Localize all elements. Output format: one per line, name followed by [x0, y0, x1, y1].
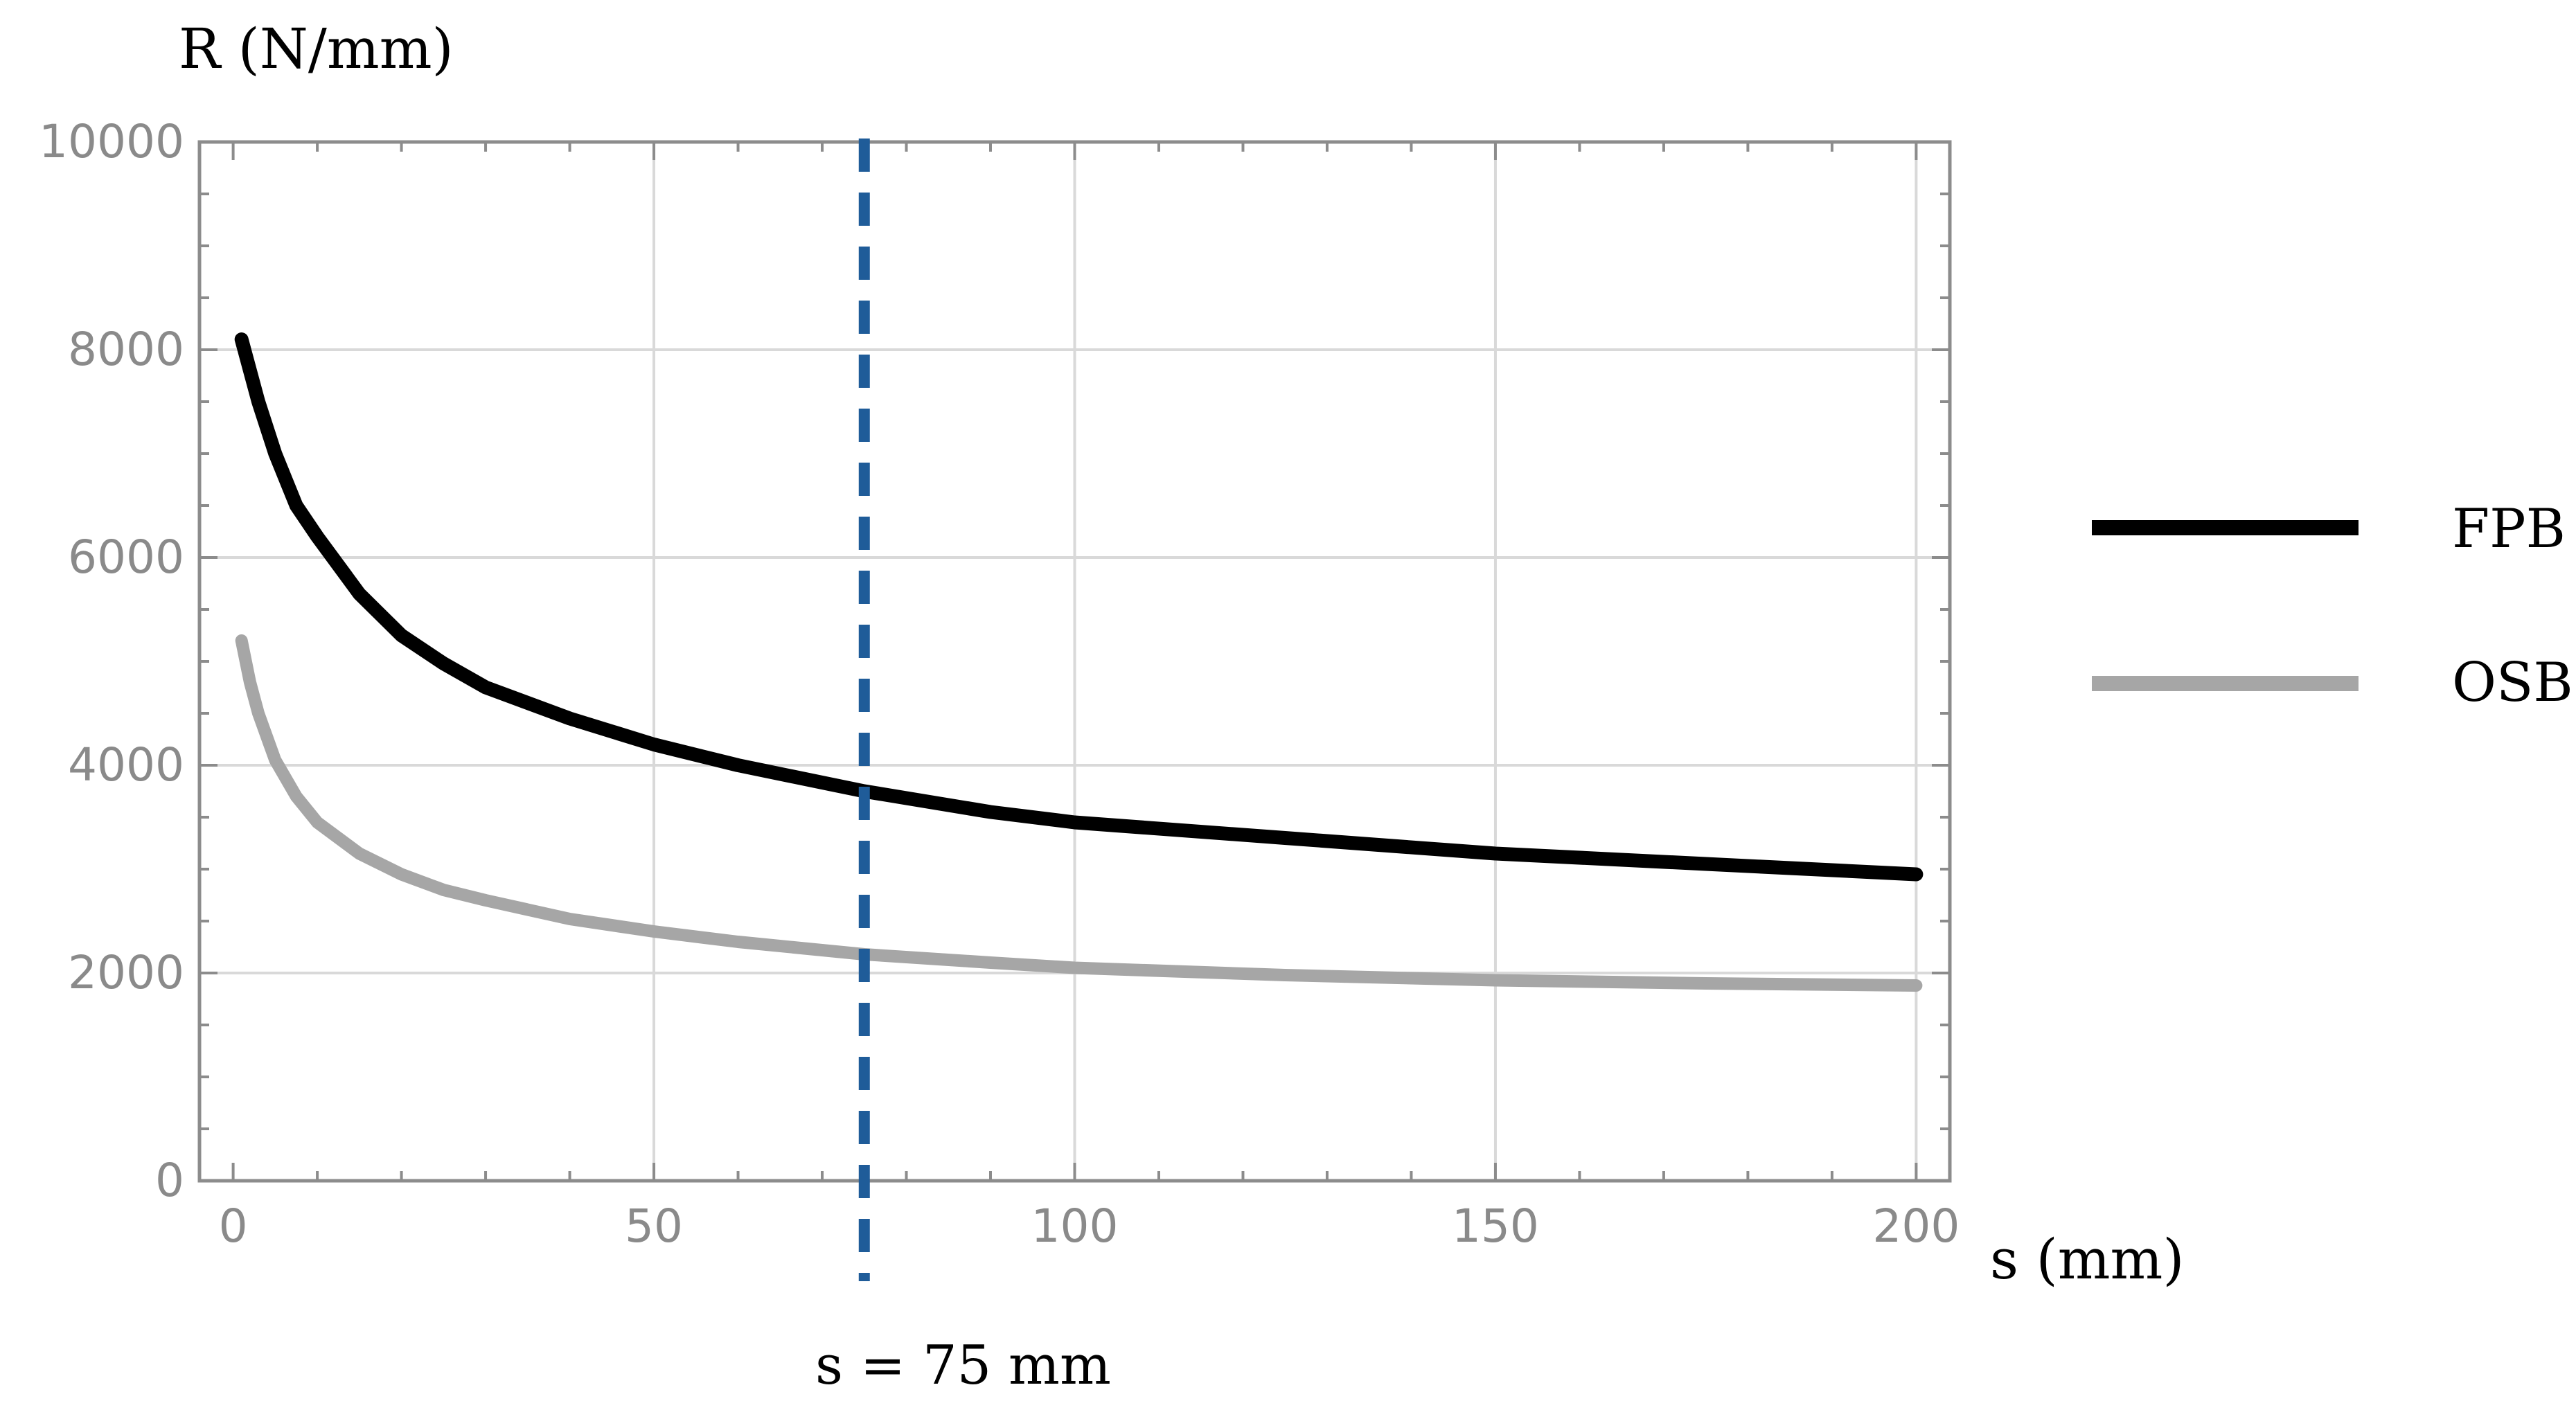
- x-tick-labels: 0 50 100 150 200: [219, 1199, 1960, 1253]
- y-axis-title: R (N/mm): [179, 17, 454, 81]
- y-tick-label: 2000: [68, 946, 184, 999]
- x-tick-label: 0: [219, 1199, 248, 1253]
- legend-label-osb: OSB: [2452, 652, 2573, 714]
- legend-label-fpb: FPB: [2452, 498, 2566, 560]
- plot-frame: [197, 140, 1952, 1183]
- x-tick-label: 200: [1872, 1199, 1960, 1253]
- y-tick-label: 0: [155, 1154, 184, 1207]
- reference-line-label: s = 75 mm: [815, 1335, 1111, 1397]
- series-lines: [234, 332, 1924, 992]
- series-line-osb: [235, 634, 1923, 992]
- x-tick-label: 100: [1031, 1199, 1119, 1253]
- series-line-fpb: [234, 332, 1924, 882]
- legend: FPB OSB: [2092, 498, 2573, 714]
- y-tick-label: 4000: [68, 738, 184, 792]
- y-tick-label: 8000: [68, 323, 184, 376]
- y-tick-label: 10000: [39, 115, 184, 168]
- y-tick-label: 6000: [68, 530, 184, 584]
- y-tick-labels: 0 2000 4000 6000 8000 10000: [39, 115, 184, 1207]
- x-tick-label: 150: [1452, 1199, 1539, 1253]
- x-axis-title: s (mm): [1990, 1227, 2185, 1292]
- x-tick-label: 50: [625, 1199, 683, 1253]
- grid-lines: [199, 142, 1950, 1181]
